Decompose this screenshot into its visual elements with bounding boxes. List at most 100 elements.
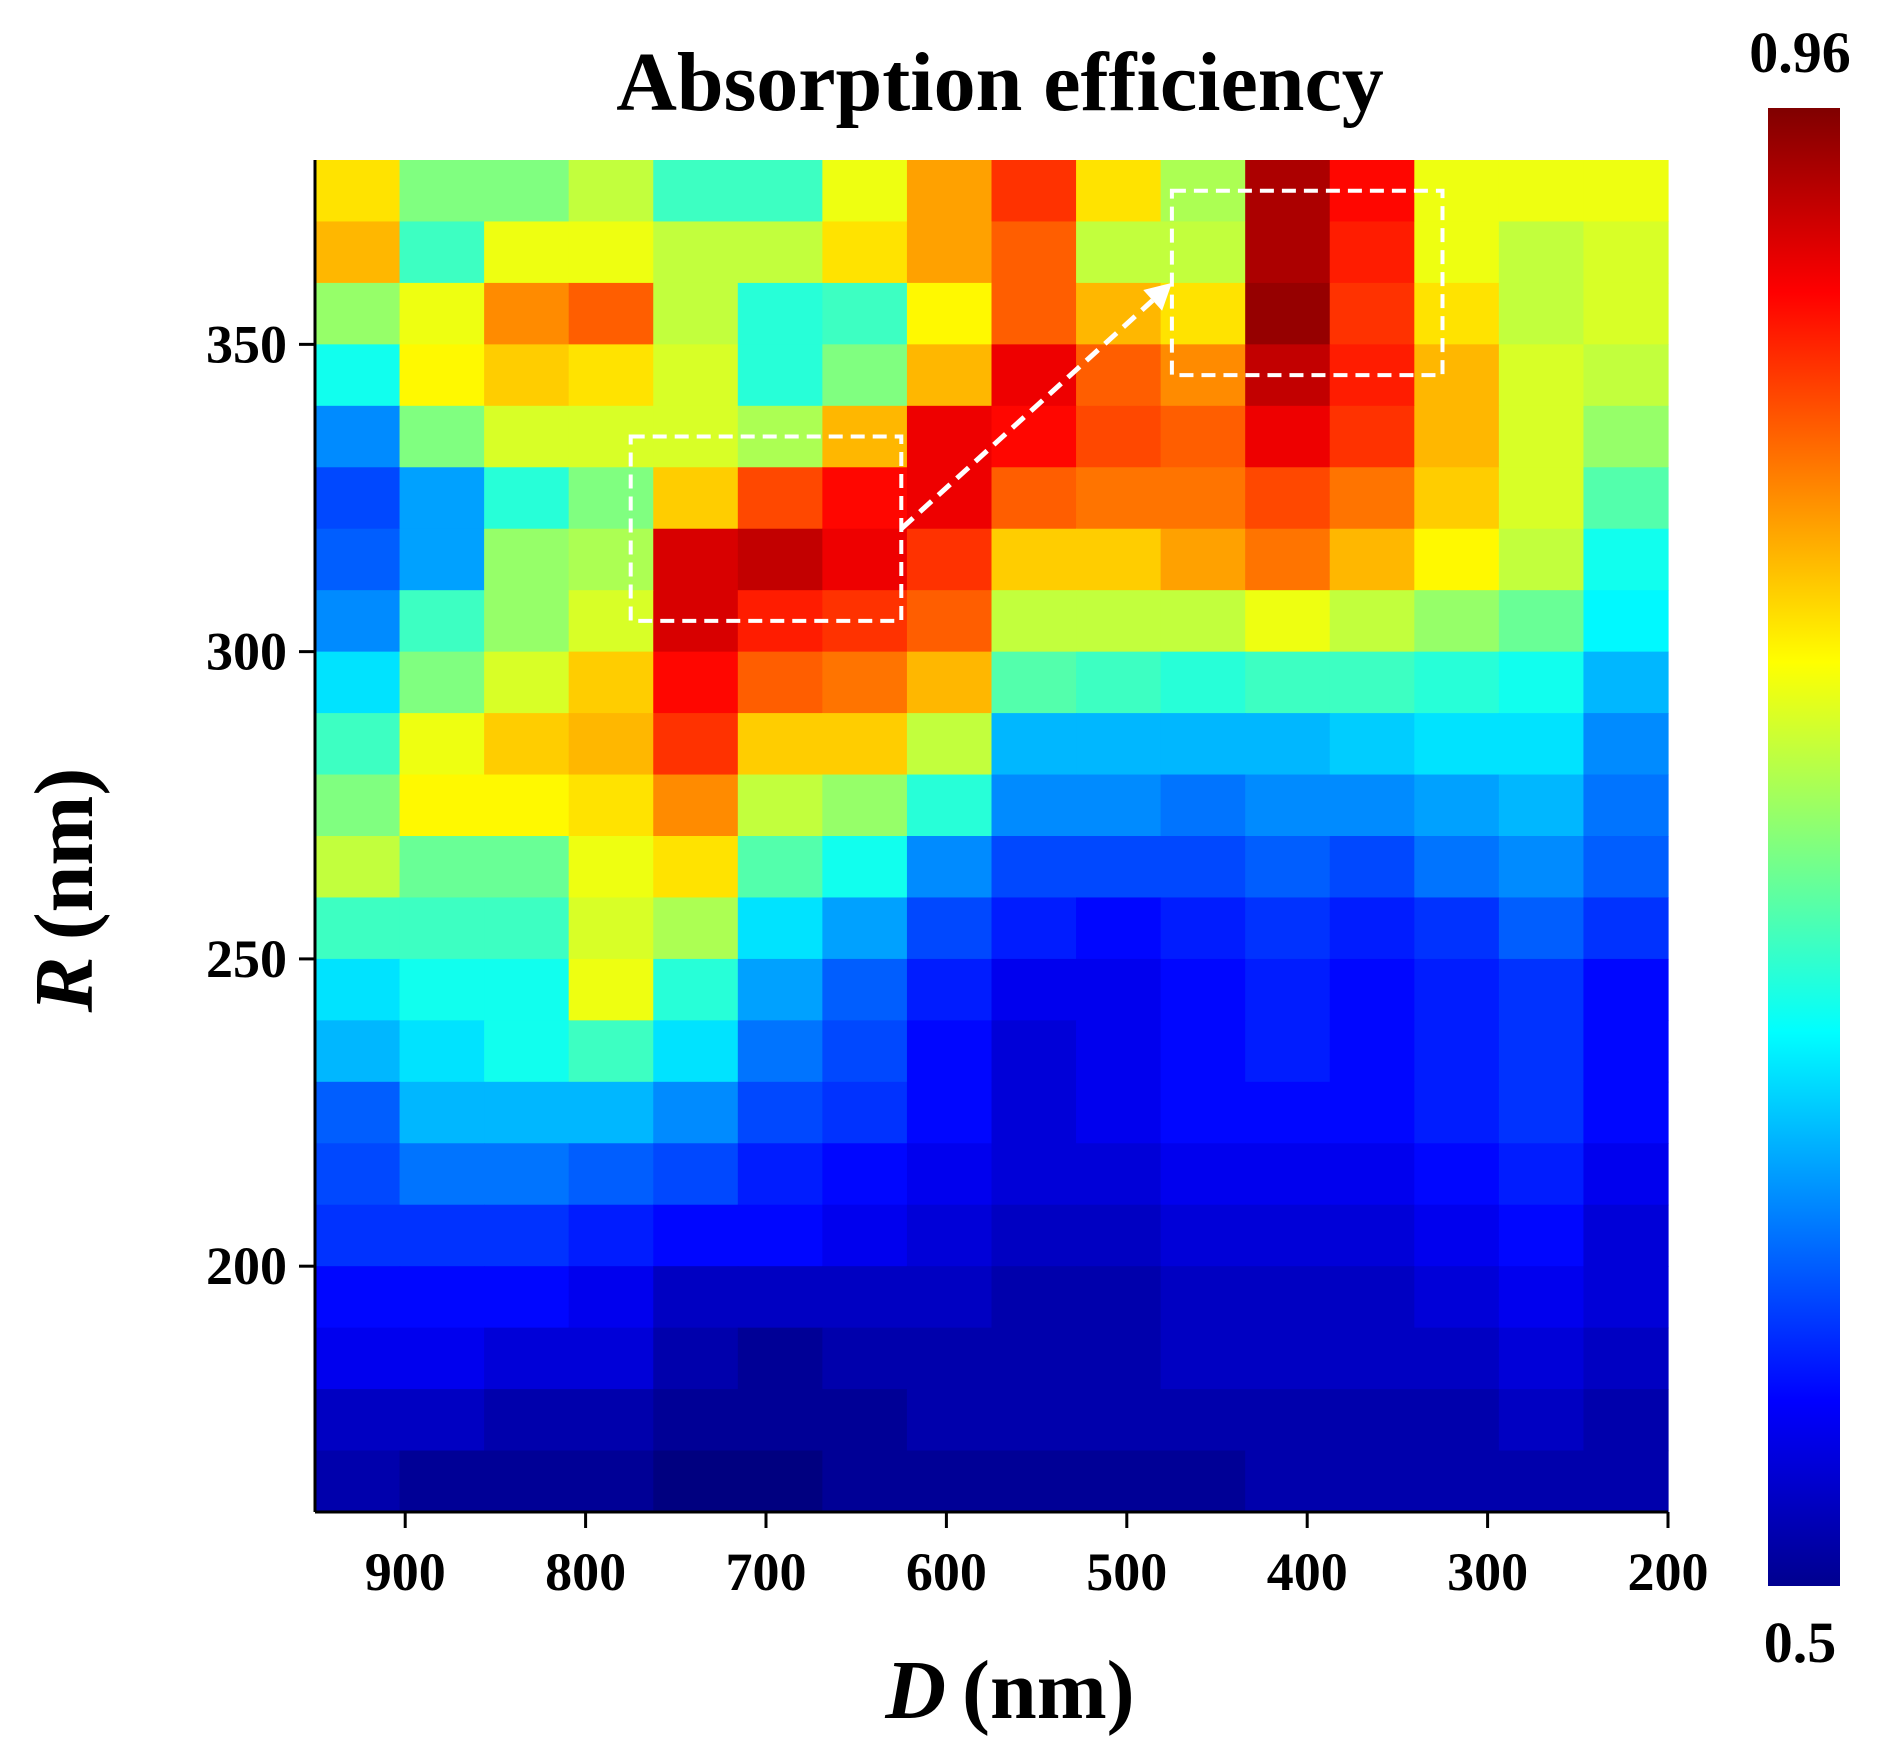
heatmap-cell [1160, 1450, 1246, 1513]
heatmap-cell [1160, 1389, 1246, 1452]
heatmap-cell [653, 1204, 739, 1267]
heatmap-cell [991, 897, 1077, 960]
heatmap-cell [315, 713, 401, 776]
heatmap-cell [315, 1327, 401, 1390]
heatmap-cell [568, 897, 654, 960]
heatmap-cell [1245, 1143, 1331, 1206]
heatmap-cell [1498, 1389, 1585, 1452]
heatmap-cell [568, 651, 654, 714]
x-axis-label: D (nm) [884, 1644, 1134, 1737]
heatmap-cell [653, 467, 739, 530]
colorbar-min-label: 0.5 [1764, 1610, 1837, 1675]
y-axis-unit: (nm) [18, 768, 111, 941]
heatmap-cell [1329, 1081, 1415, 1144]
heatmap-cell [315, 282, 401, 345]
heatmap-cell [1245, 1327, 1331, 1390]
heatmap-cell [737, 713, 823, 776]
heatmap-cell [484, 651, 570, 714]
heatmap-cell [906, 958, 993, 1021]
heatmap-cell [1414, 958, 1500, 1021]
heatmap-cell [653, 282, 739, 345]
heatmap-cell [906, 467, 993, 530]
heatmap-cell [1583, 590, 1669, 653]
heatmap-cell [737, 1204, 823, 1267]
heatmap-cell [315, 467, 401, 530]
heatmap-cell [1329, 1266, 1415, 1329]
heatmap-cell [1414, 1143, 1500, 1206]
x-tick-label: 900 [365, 1542, 446, 1602]
heatmap-cell [1414, 1450, 1500, 1513]
heatmap-cell [737, 836, 823, 899]
heatmap-cell [399, 344, 485, 407]
heatmap-cell [568, 282, 654, 345]
heatmap-cell [1498, 1450, 1585, 1513]
heatmap-cell [315, 405, 401, 468]
heatmap-cell [1329, 405, 1415, 468]
heatmap-cell [906, 1327, 993, 1390]
heatmap-cell [484, 1081, 570, 1144]
heatmap-cell [822, 528, 908, 591]
heatmap-cell [1583, 1266, 1669, 1329]
heatmap-cell [1414, 1266, 1500, 1329]
heatmap-cell [1160, 221, 1246, 284]
heatmap-cell [1498, 651, 1585, 714]
heatmap-cell [1245, 528, 1331, 591]
heatmap-cell [568, 1204, 654, 1267]
y-axis-label: R (nm) [18, 768, 111, 1014]
heatmap-cells [315, 160, 1669, 1513]
heatmap-cell [1583, 713, 1669, 776]
heatmap-cell [315, 1450, 401, 1513]
heatmap-cell [1160, 1020, 1246, 1083]
heatmap-cell [906, 774, 993, 837]
heatmap-cell [1583, 160, 1669, 223]
heatmap-cell [653, 958, 739, 1021]
heatmap-cell [1583, 405, 1669, 468]
x-tick-label: 400 [1267, 1542, 1348, 1602]
heatmap-cell [653, 1081, 739, 1144]
heatmap-cell [1498, 1204, 1585, 1267]
heatmap-cell [568, 221, 654, 284]
heatmap-cell [1245, 958, 1331, 1021]
heatmap-cell [399, 467, 485, 530]
heatmap-cell [1583, 221, 1669, 284]
heatmap-cell [1414, 651, 1500, 714]
heatmap-cell [1329, 774, 1415, 837]
heatmap-cell [906, 651, 993, 714]
heatmap-cell [737, 1081, 823, 1144]
heatmap-cell [1414, 282, 1500, 345]
heatmap-cell [653, 160, 739, 223]
heatmap-cell [1076, 590, 1162, 653]
heatmap-cell [1076, 528, 1162, 591]
heatmap-cell [1414, 1020, 1500, 1083]
heatmap-cell [737, 651, 823, 714]
heatmap-cell [568, 1389, 654, 1452]
heatmap-cell [1160, 1081, 1246, 1144]
heatmap-cell [906, 1081, 993, 1144]
heatmap-cell [1498, 405, 1585, 468]
heatmap-cell [568, 713, 654, 776]
heatmap-cell [906, 836, 993, 899]
heatmap-cell [653, 1143, 739, 1206]
heatmap-cell [1583, 1081, 1669, 1144]
heatmap-cell [653, 774, 739, 837]
heatmap-cell [1245, 1266, 1331, 1329]
heatmap-cell [1076, 1081, 1162, 1144]
heatmap-cell [399, 836, 485, 899]
heatmap-cell [1414, 1204, 1500, 1267]
x-axis-variable: D [884, 1644, 946, 1737]
heatmap-cell [1414, 528, 1500, 591]
heatmap-cell [1160, 958, 1246, 1021]
heatmap-cell [822, 1081, 908, 1144]
x-tick-label: 200 [1628, 1542, 1709, 1602]
heatmap-cell [1498, 713, 1585, 776]
heatmap-cell [737, 221, 823, 284]
heatmap-cell [1498, 1327, 1585, 1390]
heatmap-cell [737, 897, 823, 960]
heatmap-cell [1414, 221, 1500, 284]
heatmap-cell [1414, 590, 1500, 653]
heatmap-cell [1245, 836, 1331, 899]
heatmap-cell [737, 1020, 823, 1083]
heatmap-cell [484, 405, 570, 468]
heatmap-cell [399, 1389, 485, 1452]
